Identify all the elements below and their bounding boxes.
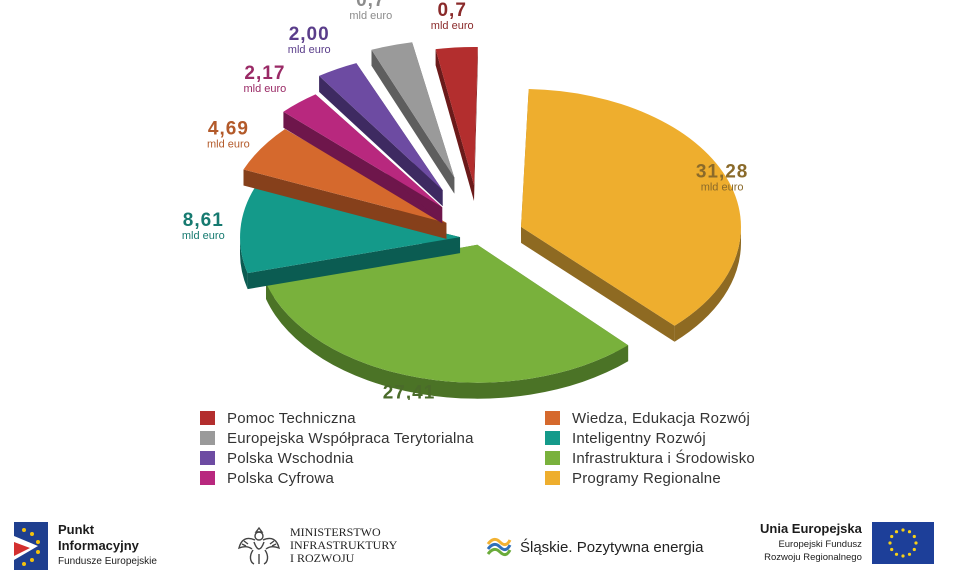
data-label-unit: mld euro xyxy=(288,44,331,56)
legend-item-pomoc-techniczna: Pomoc Techniczna xyxy=(200,409,545,427)
pie-slice-side xyxy=(674,226,741,342)
pie-slice-side xyxy=(266,283,629,399)
pie-slice-5 xyxy=(319,63,443,207)
chart-legend: Pomoc Techniczna Wiedza, Edukacja Rozwój… xyxy=(200,409,840,487)
pie-slice-wall xyxy=(521,226,675,342)
logo-unia-europejska: Unia Europejska Europejski Fundusz Rozwo… xyxy=(760,522,934,564)
pife-line1: Punkt xyxy=(58,522,95,537)
legend-label: Pomoc Techniczna xyxy=(227,409,356,427)
ministry-line1: MINISTERSTWO xyxy=(290,524,381,539)
legend-item-wiedza-edukacja-rozwoj: Wiedza, Edukacja Rozwój xyxy=(545,409,840,427)
data-label-unit: mld euro xyxy=(207,138,250,150)
legend-label: Polska Wschodnia xyxy=(227,449,354,467)
pie-slice-wall xyxy=(474,47,478,201)
ue-line2: Rozwoju Regionalnego xyxy=(764,552,862,563)
pie-slice-top xyxy=(283,94,443,208)
pie-slice-top xyxy=(243,129,447,223)
legend-item-programy-regionalne: Programy Regionalne xyxy=(545,469,840,487)
pie-slice-0 xyxy=(521,89,741,342)
data-label-value: 27,41 xyxy=(383,382,436,400)
data-label-value: 31,28 xyxy=(696,161,749,182)
pie-slice-wall xyxy=(283,111,443,224)
slaskie-wave-icon xyxy=(486,537,512,557)
legend-swatch xyxy=(545,471,560,485)
pife-line2: Informacyjny xyxy=(58,538,139,553)
data-label-value: 0,7 xyxy=(356,0,385,11)
pie-slice-wall xyxy=(243,169,447,239)
pie-slice-top xyxy=(521,89,741,326)
legend-item-infrastruktura: Infrastruktura i Środowisko xyxy=(545,449,840,467)
legend-swatch xyxy=(200,451,215,465)
legend-label: Wiedza, Edukacja Rozwój xyxy=(572,409,751,427)
pie-slice-7 xyxy=(435,46,478,201)
logo-punkt-informacyjny: Punkt Informacyjny Fundusze Europejskie xyxy=(12,520,157,572)
pie-slice-2 xyxy=(240,186,461,290)
legend-swatch xyxy=(545,451,560,465)
legend-swatch xyxy=(200,471,215,485)
pie-slice-top xyxy=(266,244,629,383)
pie-slice-side xyxy=(240,237,248,290)
legend-swatch xyxy=(200,411,215,425)
pie-slice-3 xyxy=(243,129,447,239)
legend-swatch xyxy=(545,431,560,445)
data-label-value: 8,61 xyxy=(183,210,224,231)
pie-slice-top xyxy=(319,63,443,191)
data-label-value: 0,7 xyxy=(437,0,466,21)
legend-item-polska-cyfrowa: Polska Cyfrowa xyxy=(200,469,545,487)
pie-slice-top xyxy=(240,186,461,274)
ministry-line3: I ROZWOJU xyxy=(290,550,355,565)
pie-slice-top xyxy=(435,46,478,185)
pie-slice-6 xyxy=(371,42,455,194)
pife-subtitle: Fundusze Europejskie xyxy=(58,556,157,567)
data-label-unit: mld euro xyxy=(349,10,392,22)
pie-slice-wall xyxy=(371,49,455,194)
legend-label: Europejska Współpraca Terytorialna xyxy=(227,429,474,447)
pie-slice-wall xyxy=(435,49,475,201)
legend-item-europejska-wspolpraca: Europejska Współpraca Terytorialna xyxy=(200,429,545,447)
legend-label: Inteligentny Rozwój xyxy=(572,429,706,447)
ministry-line2: INFRASTRUKTURY xyxy=(290,537,398,552)
data-label-value: 2,17 xyxy=(244,63,285,84)
data-label-unit: mld euro xyxy=(431,20,474,32)
pie-slice-wall xyxy=(247,237,461,290)
slaskie-slogan: Śląskie. Pozytywna energia xyxy=(520,538,704,556)
legend-item-polska-wschodnia: Polska Wschodnia xyxy=(200,449,545,467)
legend-label: Programy Regionalne xyxy=(572,469,721,487)
legend-swatch xyxy=(545,411,560,425)
eu-flag-icon xyxy=(871,522,934,564)
eagle-emblem-icon xyxy=(237,526,281,565)
legend-swatch xyxy=(200,431,215,445)
legend-label: Polska Cyfrowa xyxy=(227,469,335,487)
logo-ministerstwo: MINISTERSTWO INFRASTRUKTURY I ROZWOJU xyxy=(236,522,397,568)
pie-slice-4 xyxy=(283,94,443,224)
pie-slice-wall xyxy=(319,75,443,207)
fundusze-europejskie-icon xyxy=(14,522,48,570)
data-label-value: 4,69 xyxy=(208,118,249,139)
ue-title: Unia Europejska xyxy=(760,521,862,536)
logo-slaskie: Śląskie. Pozytywna energia xyxy=(486,534,703,560)
data-label-unit: mld euro xyxy=(701,181,744,193)
legend-item-inteligentny-rozwoj: Inteligentny Rozwój xyxy=(545,429,840,447)
data-label-unit: mld euro xyxy=(244,83,287,95)
ue-line1: Europejski Fundusz xyxy=(778,539,862,550)
footer-logos: Punkt Informacyjny Fundusze Europejskie … xyxy=(0,512,960,580)
data-label-value: 2,00 xyxy=(289,24,330,45)
data-label-unit: mld euro xyxy=(182,230,225,242)
legend-label: Infrastruktura i Środowisko xyxy=(572,449,755,467)
pie-slice-top xyxy=(371,42,455,178)
